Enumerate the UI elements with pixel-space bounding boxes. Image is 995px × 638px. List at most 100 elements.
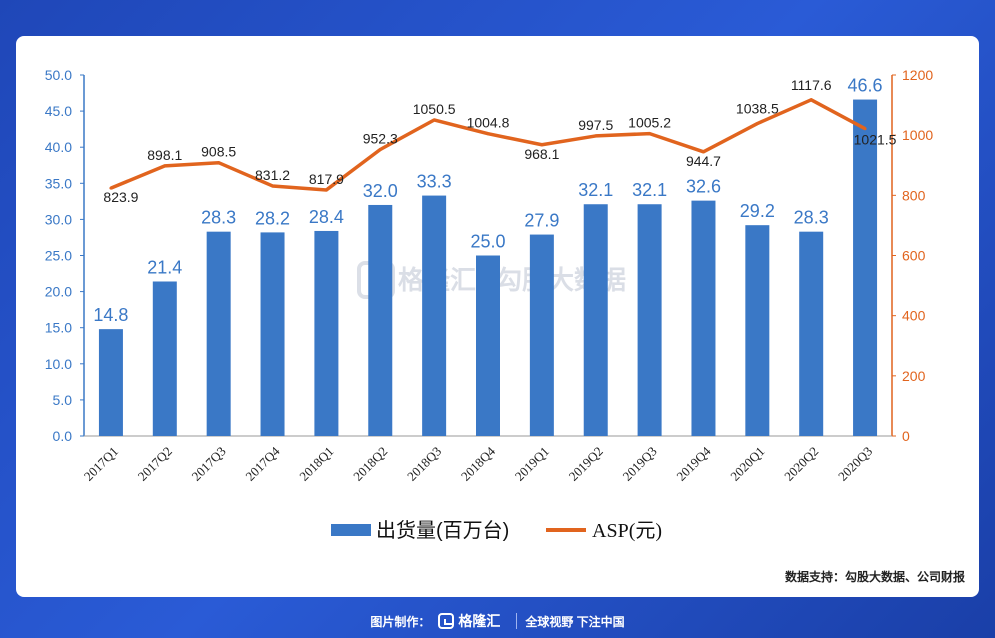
y-left-tick-label: 30.0: [45, 211, 72, 227]
asp-value-label: 898.1: [147, 147, 182, 163]
source-note: 数据支持：勾股大数据、公司财报: [784, 570, 965, 584]
asp-point: [755, 122, 759, 126]
asp-value-label: 817.9: [309, 171, 344, 187]
bar: [260, 232, 285, 436]
asp-value-label: 908.5: [201, 144, 236, 160]
bar: [314, 230, 339, 436]
x-tick-label: 2017Q3: [189, 444, 229, 484]
footer-brand: 格隆汇: [458, 613, 501, 629]
asp-value-label: 823.9: [103, 189, 138, 205]
brand-logo-icon: [438, 613, 455, 629]
asp-value-label: 1117.6: [791, 77, 832, 93]
y-right-tick-label: 1000: [902, 127, 933, 143]
asp-point: [594, 134, 598, 138]
bar: [583, 204, 608, 436]
legend-bar-swatch: [331, 524, 371, 536]
x-tick-label: 2019Q2: [566, 444, 606, 484]
asp-point: [163, 164, 167, 168]
bar-value-label: 29.2: [740, 201, 775, 221]
bar: [152, 281, 177, 436]
bar: [476, 255, 500, 436]
y-left-tick-label: 50.0: [45, 67, 72, 83]
bar-value-label: 28.2: [255, 208, 290, 228]
footer-slogan: 全球视野 下注中国: [525, 614, 625, 629]
y-right-tick-label: 0: [902, 428, 910, 444]
bar-value-label: 28.4: [309, 207, 344, 227]
asp-point: [324, 188, 328, 192]
asp-point: [540, 143, 544, 147]
asp-point: [809, 98, 813, 102]
footer: 图片制作： 格隆汇 全球视野 下注中国: [0, 604, 995, 638]
x-tick-label: 2019Q4: [673, 443, 714, 484]
x-tick-label: 2017Q4: [242, 443, 283, 484]
asp-point: [486, 132, 490, 136]
footer-made-by: 图片制作：: [370, 614, 431, 629]
bar: [853, 99, 878, 436]
asp-point: [378, 148, 382, 152]
bar-value-label: 27.9: [524, 211, 559, 231]
asp-value-label: 831.2: [255, 167, 290, 183]
x-tick-label: 2017Q1: [81, 444, 121, 484]
footer-brand-logo: 格隆汇: [438, 611, 500, 631]
bar-value-label: 21.4: [147, 257, 182, 277]
y-left-tick-label: 15.0: [45, 320, 72, 336]
asp-value-label: 1050.5: [413, 101, 456, 117]
asp-point: [271, 184, 275, 188]
legend-bar-label: 出货量(百万台): [376, 519, 509, 542]
bar-value-label: 14.8: [93, 305, 128, 325]
x-tick-label: 2020Q1: [727, 444, 767, 484]
y-right-tick-label: 600: [902, 248, 926, 264]
x-tick-label: 2019Q1: [512, 444, 552, 484]
bar: [206, 231, 231, 436]
x-tick-label: 2017Q2: [135, 444, 175, 484]
bar: [98, 329, 123, 436]
asp-point: [432, 118, 436, 122]
y-left-tick-label: 0.0: [53, 428, 73, 444]
asp-value-label: 1021.5: [854, 132, 897, 148]
bar-value-label: 25.0: [470, 232, 505, 252]
y-right-tick-label: 1200: [902, 67, 933, 83]
bar: [799, 231, 824, 436]
asp-point: [217, 161, 221, 165]
bar: [691, 200, 716, 436]
legend-line-label: ASP(元): [592, 520, 662, 542]
bar: [368, 204, 393, 436]
x-tick-label: 2018Q1: [296, 444, 336, 484]
bar-value-label: 32.6: [686, 177, 721, 197]
bar: [637, 204, 662, 436]
chart-card: 格隆汇 勾股大数据 0.05.010.015.020.025.030.035.0…: [16, 36, 979, 597]
y-left-tick-label: 5.0: [53, 392, 73, 408]
bar-value-label: 32.0: [363, 181, 398, 201]
y-right-tick-label: 400: [902, 308, 926, 324]
y-left-tick-label: 45.0: [45, 103, 72, 119]
asp-value-label: 1005.2: [628, 115, 671, 131]
y-right-tick-label: 200: [902, 368, 926, 384]
x-tick-label: 2018Q3: [404, 444, 444, 484]
bar-value-label: 32.1: [632, 180, 667, 200]
y-left-tick-label: 35.0: [45, 175, 72, 191]
bar: [422, 195, 447, 436]
x-tick-label: 2018Q4: [458, 443, 499, 484]
asp-value-label: 997.5: [578, 117, 613, 133]
x-tick-label: 2020Q3: [835, 444, 875, 484]
asp-value-label: 1004.8: [467, 115, 510, 131]
y-left-tick-label: 20.0: [45, 284, 72, 300]
x-tick-label: 2020Q2: [781, 444, 821, 484]
x-tick-label: 2019Q3: [619, 444, 659, 484]
y-left-tick-label: 10.0: [45, 356, 72, 372]
bar-value-label: 28.3: [794, 208, 829, 228]
asp-point: [863, 127, 867, 131]
asp-value-label: 952.3: [363, 131, 398, 147]
bar: [745, 225, 770, 436]
asp-value-label: 968.1: [524, 146, 559, 162]
asp-value-label: 944.7: [686, 153, 721, 169]
footer-divider: [516, 613, 518, 629]
asp-point: [648, 132, 652, 136]
asp-value-label: 1038.5: [736, 101, 779, 117]
bar: [529, 234, 554, 436]
bar-value-label: 32.1: [578, 180, 613, 200]
bar-value-label: 46.6: [848, 76, 883, 96]
y-right-tick-label: 800: [902, 187, 926, 203]
asp-point: [701, 150, 705, 154]
legend: 出货量(百万台) ASP(元): [331, 519, 662, 542]
